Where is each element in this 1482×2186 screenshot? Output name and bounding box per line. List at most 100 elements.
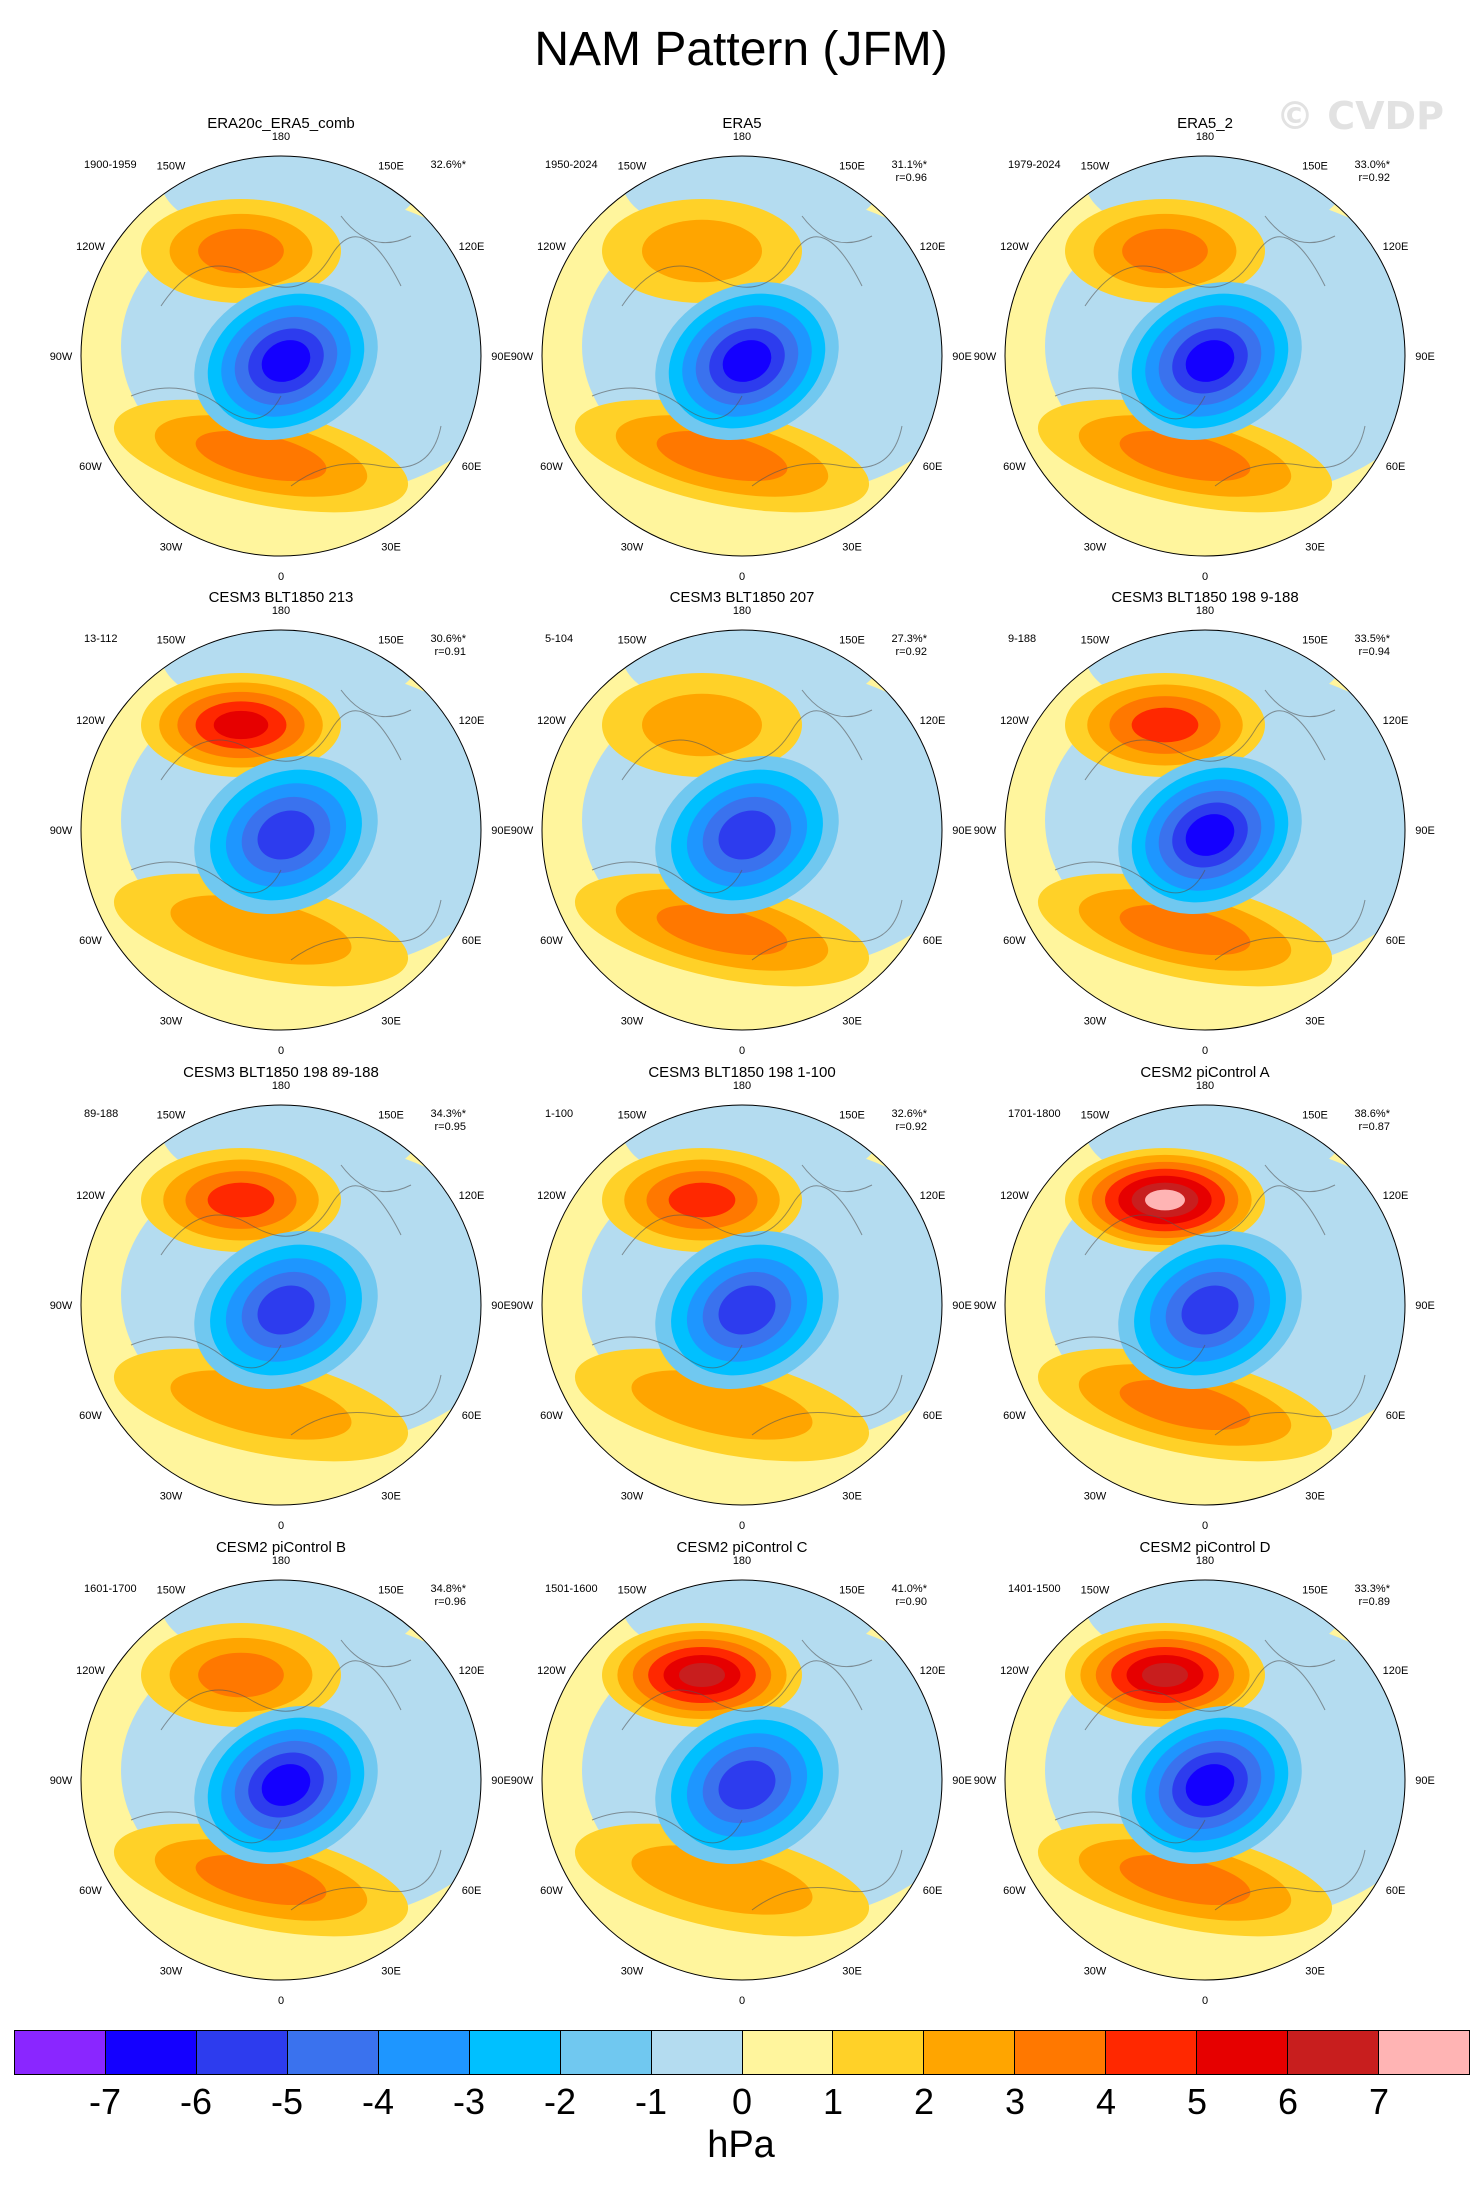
panel-period: 89-188 [84, 1108, 118, 1120]
positive-anomaly-contour [631, 1370, 813, 1440]
longitude-label: 150W [618, 1584, 647, 1596]
panel-variance-pct: 33.0%* [1355, 159, 1391, 171]
longitude-label: 60E [462, 1410, 482, 1422]
longitude-label: 60W [1003, 1885, 1026, 1897]
map-panel: CESM3 BLT1850 198 89-188 89-188 34.3%*r=0.… [50, 1064, 511, 1532]
colorbar-tick-label: 3 [1004, 2081, 1026, 2122]
positive-anomaly-contour [1141, 1663, 1189, 1687]
longitude-label: 30E [381, 1491, 401, 1503]
colorbar-box [560, 2031, 652, 2074]
coastline [1054, 1639, 1366, 1911]
longitude-label: 60E [462, 461, 482, 473]
map-panel: ERA5 1950-2024 31.1%*r=0.96 180 150E 120E 90E 6… [511, 115, 972, 583]
longitude-label: 180 [733, 1080, 751, 1092]
longitude-label: 120W [537, 715, 566, 727]
longitude-label: 30E [842, 542, 862, 554]
longitude-label: 120W [1000, 715, 1029, 727]
panel-title: CESM2 piControl B [216, 1539, 346, 1556]
longitude-label: 90E [952, 825, 972, 837]
longitude-label: 90W [50, 351, 73, 363]
longitude-label: 150W [618, 1109, 647, 1121]
panel-title: ERA20c_ERA5_comb [207, 115, 355, 132]
longitude-label: 180 [733, 1555, 751, 1567]
coastline [1054, 1164, 1366, 1436]
colorbar-tick-label: 1 [822, 2081, 844, 2122]
colorbar-box [1106, 2031, 1198, 2074]
longitude-label: 30W [1084, 542, 1107, 554]
longitude-label: 120E [920, 241, 946, 253]
positive-anomaly-contour [1119, 430, 1251, 482]
positive-anomaly-contour [678, 1663, 726, 1687]
colorbar-box [1197, 2031, 1289, 2074]
coastline [1054, 215, 1366, 487]
longitude-label: 120E [459, 715, 485, 727]
panel-title: CESM3 BLT1850 207 [670, 589, 815, 606]
coastline [130, 1639, 442, 1911]
panel-correlation: r=0.90 [896, 1596, 928, 1608]
map-panel: CESM2 piControl A 1701-1800 38.6%*r=0.87 18… [974, 1064, 1435, 1532]
negative-anomaly-contour [718, 1760, 776, 1810]
longitude-label: 180 [272, 605, 290, 617]
positive-anomaly-contour [195, 1854, 327, 1906]
colorbar-box [1288, 2031, 1380, 2074]
longitude-label: 0 [739, 1045, 745, 1057]
longitude-label: 120W [537, 1665, 566, 1677]
coastline [591, 1639, 903, 1911]
colorbar-box [469, 2031, 561, 2074]
positive-anomaly-contour [1122, 228, 1208, 274]
colorbar-tick-label: 2 [913, 2081, 935, 2122]
map-boundary [80, 1579, 482, 1981]
longitude-label: 150W [157, 1584, 186, 1596]
longitude-label: 150E [1302, 160, 1328, 172]
colorbar-box [15, 2031, 106, 2074]
longitude-label: 60E [462, 1885, 482, 1897]
negative-anomaly-contour [718, 1285, 776, 1335]
longitude-label: 0 [278, 1520, 284, 1532]
colorbar-box [742, 2031, 834, 2074]
panel-period: 1401-1500 [1008, 1583, 1061, 1595]
longitude-label: 120E [920, 1665, 946, 1677]
coastline [591, 215, 903, 487]
longitude-label: 90E [952, 351, 972, 363]
longitude-label: 30E [381, 542, 401, 554]
panel-title: CESM3 BLT1850 198 89-188 [183, 1064, 379, 1081]
panel-correlation: r=0.94 [1359, 646, 1391, 658]
longitude-label: 60E [1386, 1885, 1406, 1897]
longitude-label: 120E [920, 715, 946, 727]
panel-title: CESM2 piControl A [1140, 1064, 1269, 1081]
longitude-label: 180 [733, 131, 751, 143]
negative-anomaly-contour [718, 810, 776, 860]
longitude-label: 180 [1196, 131, 1214, 143]
map-panel: ERA20c_ERA5_comb 1900-1959 32.6%* 180 150E 12… [50, 115, 511, 583]
positive-anomaly-contour [656, 904, 788, 956]
map-boundary [1004, 1579, 1406, 1981]
longitude-label: 150E [1302, 634, 1328, 646]
longitude-label: 150E [839, 1584, 865, 1596]
positive-anomaly-contour [198, 1652, 284, 1698]
panel-period: 1601-1700 [84, 1583, 137, 1595]
positive-anomaly-contour [668, 1182, 736, 1218]
colorbar-tick-label: -7 [88, 2081, 121, 2122]
panel-correlation: r=0.92 [1359, 172, 1391, 184]
longitude-label: 180 [272, 131, 290, 143]
longitude-label: 90E [1415, 825, 1435, 837]
panel-variance-pct: 41.0%* [892, 1583, 928, 1595]
longitude-label: 60E [923, 461, 943, 473]
longitude-label: 150E [378, 160, 404, 172]
longitude-label: 30E [381, 1016, 401, 1028]
coastline [591, 689, 903, 961]
longitude-label: 90E [491, 1300, 511, 1312]
longitude-label: 90W [50, 1300, 73, 1312]
longitude-label: 120E [1383, 715, 1409, 727]
longitude-label: 30W [1084, 1966, 1107, 1978]
colorbar-tick-label: -3 [452, 2081, 485, 2122]
longitude-label: 0 [1202, 1520, 1208, 1532]
longitude-label: 90W [511, 825, 534, 837]
longitude-label: 60W [1003, 461, 1026, 473]
longitude-label: 120E [920, 1190, 946, 1202]
map-boundary [80, 155, 482, 557]
positive-anomaly-contour [1119, 1854, 1251, 1906]
panel-variance-pct: 30.6%* [431, 633, 467, 645]
longitude-label: 60E [1386, 1410, 1406, 1422]
longitude-label: 90E [1415, 1300, 1435, 1312]
